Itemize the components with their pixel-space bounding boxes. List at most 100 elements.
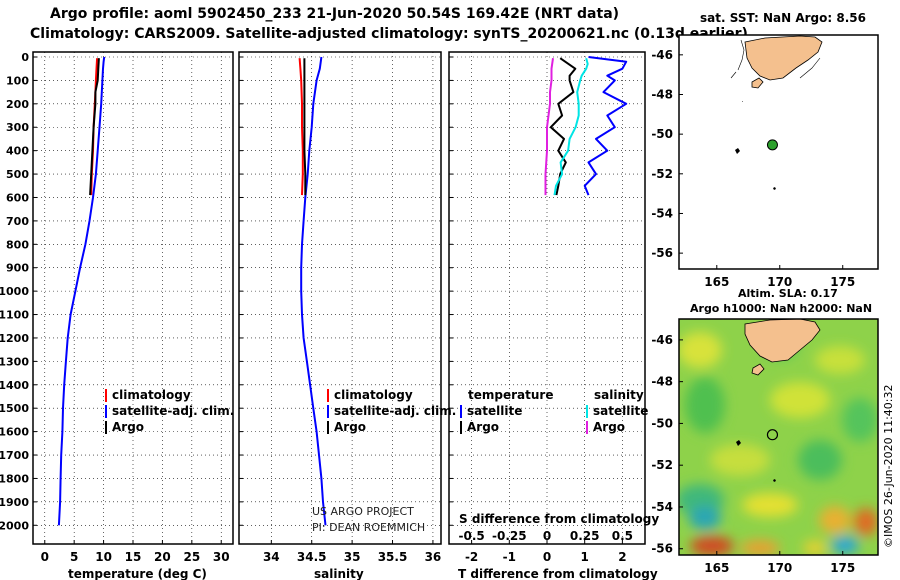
sla-map-landmass xyxy=(744,319,821,363)
depth-tick-label: 900 xyxy=(6,262,29,275)
sst-map-title: sat. SST: NaN Argo: 8.56 xyxy=(700,11,866,25)
x-tick-label: 34 xyxy=(263,550,280,564)
difference-legend: temperature salinity satellite Argo sate… xyxy=(460,388,648,434)
legend-temperature-title: temperature xyxy=(468,388,553,402)
x-tick-label: 5 xyxy=(70,550,78,564)
title-line-1: Argo profile: aoml 5902450_233 21-Jun-20… xyxy=(50,6,620,22)
legend-argo-s: Argo xyxy=(334,420,366,434)
panel-salinity: 34 34.5 35 35.5 36 salinity climatology sate… xyxy=(238,51,456,580)
series-argo xyxy=(303,58,307,196)
map-y-tick-label: -56 xyxy=(651,246,673,260)
x-tick-label: 25 xyxy=(183,550,200,564)
salinity-xlabel: salinity xyxy=(314,567,364,580)
s-diff-tick-label: 0 xyxy=(543,529,551,543)
depth-tick-label: 1900 xyxy=(0,496,29,509)
s-diff-tick-label: -0.25 xyxy=(492,529,527,543)
legend-s-satellite: satellite xyxy=(593,404,648,418)
map-x-tick-label: 175 xyxy=(830,275,855,289)
x-tick-label: 15 xyxy=(125,550,142,564)
map-y-tick-label: -50 xyxy=(651,127,673,141)
map-x-tick-label: 165 xyxy=(704,561,729,575)
series-s-argo xyxy=(544,58,554,196)
s-diff-axis-ticks: -0.5 -0.25 0 0.25 0.5 xyxy=(458,529,633,543)
salinity-legend: climatology satellite-adj. clim. Argo xyxy=(327,388,456,434)
x-tick-label: 34.5 xyxy=(297,550,327,564)
x-tick-label: 0 xyxy=(41,550,49,564)
depth-tick-label: 800 xyxy=(6,238,29,251)
sst-map-landmass xyxy=(744,35,823,81)
sst-map-axis-ticks: 165 170 175 -46 -48 -50 -52 -54 -56 xyxy=(651,48,855,289)
legend-climatology: climatology xyxy=(112,388,191,402)
temperature-plot-frame xyxy=(32,51,234,545)
s-diff-xlabel: S difference from climatology xyxy=(459,512,659,526)
map-y-tick-label: -54 xyxy=(651,500,673,514)
series-s-satellite xyxy=(553,57,589,196)
legend-climatology-s: climatology xyxy=(334,388,413,402)
x-tick-label: 30 xyxy=(213,550,230,564)
x-tick-label: -2 xyxy=(465,550,478,564)
s-diff-tick-label: -0.5 xyxy=(458,529,484,543)
map-y-tick-label: -54 xyxy=(651,206,673,220)
x-tick-label: -1 xyxy=(503,550,516,564)
temperature-xlabel: temperature (deg C) xyxy=(68,567,207,580)
pi-credit: PI: DEAN ROEMMICH xyxy=(312,521,425,534)
legend-t-satellite: satellite xyxy=(467,404,522,418)
legend-satellite-adj: satellite-adj. clim. xyxy=(112,404,234,418)
map-sst: sat. SST: NaN Argo: 8.56 165 170 175 -46 -48… xyxy=(651,11,879,289)
panel-temperature: 0100200300400500600700800900100011001200… xyxy=(0,51,234,580)
depth-tick-label: 1400 xyxy=(0,379,29,392)
series-satellite-adj-clim- xyxy=(57,56,106,526)
legend-t-argo: Argo xyxy=(467,420,499,434)
temperature-grid xyxy=(33,52,233,544)
depth-tick-label: 1500 xyxy=(0,402,29,415)
depth-tick-label: 300 xyxy=(6,121,29,134)
salinity-lines xyxy=(298,56,327,526)
x-tick-label: 2 xyxy=(618,550,626,564)
imos-credit: ©IMOS 26-Jun-2020 11:40:32 xyxy=(882,384,895,548)
series-t-argo xyxy=(549,57,577,196)
map-x-tick-label: 175 xyxy=(830,561,855,575)
depth-axis-ticks: 0 100 200 300 400 500 600 700 800 900 1000 1100 1200… xyxy=(0,51,29,532)
sla-map-title: Altim. SLA: 0.17 xyxy=(738,287,838,300)
sla-heatmap xyxy=(679,319,878,555)
map-x-tick-label: 170 xyxy=(767,561,792,575)
depth-tick-label: 500 xyxy=(6,168,29,181)
x-tick-label: 35.5 xyxy=(378,550,408,564)
depth-tick-label: 200 xyxy=(6,98,29,111)
float-position-marker xyxy=(766,139,778,151)
x-tick-label: 10 xyxy=(95,550,112,564)
series-climatology xyxy=(298,58,304,196)
panel-differences: -2 -1 0 1 2 T difference from climatology S … xyxy=(448,51,659,580)
map-y-tick-label: -46 xyxy=(651,333,673,347)
depth-tick-label: 1200 xyxy=(0,332,29,345)
x-tick-label: 36 xyxy=(425,550,442,564)
legend-s-argo: Argo xyxy=(593,420,625,434)
map-y-tick-label: -48 xyxy=(651,375,673,389)
x-tick-label: 35 xyxy=(344,550,361,564)
salinity-axis-ticks: 34 34.5 35 35.5 36 xyxy=(263,550,441,564)
s-diff-tick-label: 0.25 xyxy=(570,529,600,543)
depth-tick-label: 1700 xyxy=(0,449,29,462)
depth-tick-label: 2000 xyxy=(0,519,29,532)
sla-map-frame xyxy=(678,318,879,556)
sst-map-island xyxy=(751,77,764,89)
series-argo xyxy=(89,58,100,196)
x-tick-label: 1 xyxy=(581,550,589,564)
series-t-satellite xyxy=(583,56,628,196)
sst-map-coast-contour xyxy=(730,39,821,79)
legend-salinity-title: salinity xyxy=(594,388,644,402)
depth-tick-label: 1800 xyxy=(0,472,29,485)
map-y-tick-label: -52 xyxy=(651,167,673,181)
depth-tick-label: 100 xyxy=(6,74,29,87)
sla-map-title-2: Argo h1000: NaN h2000: NaN xyxy=(690,302,872,315)
depth-tick-label: 700 xyxy=(6,215,29,228)
s-diff-tick-label: 0.5 xyxy=(612,529,633,543)
t-diff-xlabel: T difference from climatology xyxy=(458,567,658,580)
depth-tick-label: 400 xyxy=(6,145,29,158)
map-y-tick-label: -56 xyxy=(651,542,673,556)
project-credit: US ARGO PROJECT xyxy=(312,505,414,518)
legend-argo: Argo xyxy=(112,420,144,434)
depth-tick-label: 1100 xyxy=(0,309,29,322)
difference-lines xyxy=(544,56,628,196)
